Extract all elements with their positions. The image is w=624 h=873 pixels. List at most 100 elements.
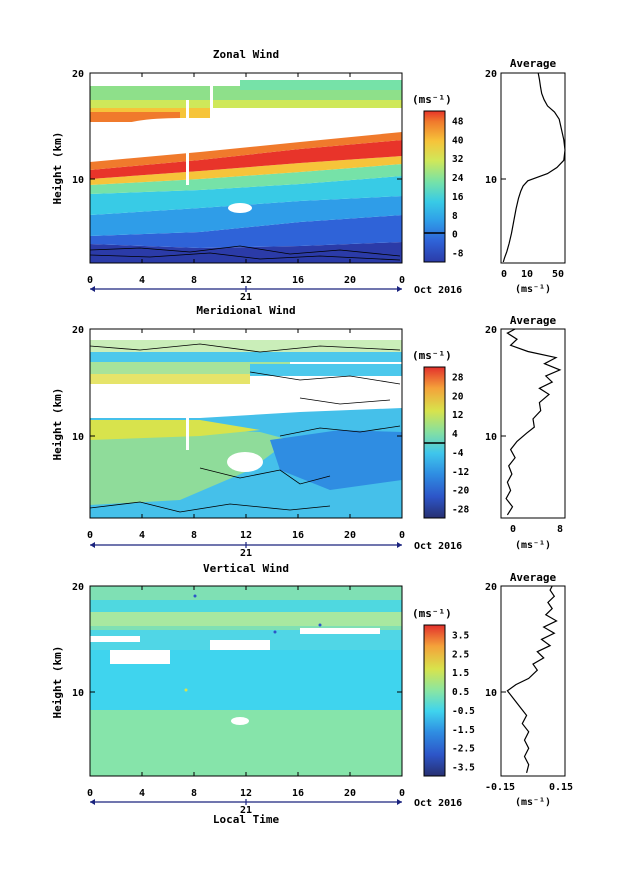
colorbar-tick-label: -0.5	[452, 706, 475, 717]
meridional-profile-ytick-10: 10	[485, 432, 497, 443]
local-time-xlabel: Local Time	[213, 813, 280, 826]
colorbar-tick-label: 40	[452, 135, 464, 146]
meridional-xtick-24: 0	[399, 530, 405, 541]
zonal-profile-xtick-50: 50	[552, 269, 564, 280]
meridional-date-label: Oct 2016	[414, 541, 462, 552]
zonal-heatmap	[90, 73, 402, 263]
meridional-ylabel: Height (km)	[51, 388, 64, 461]
colorbar-tick-label: -1.5	[452, 725, 475, 736]
zonal-xtick-0: 0	[87, 275, 93, 286]
colorbar-tick-label: -20	[452, 486, 469, 497]
colorbar-tick-label: 12	[452, 410, 463, 421]
zonal-xtick-8: 8	[191, 275, 197, 286]
meridional-xtick-8: 8	[191, 530, 197, 541]
vertical-xtick-16: 16	[292, 788, 304, 799]
zonal-profile: Average 20 10 0 10 50 (ms⁻¹)	[485, 57, 566, 295]
vertical-ytick-10: 10	[72, 688, 84, 699]
vertical-colorbar-unit: (ms⁻¹)	[412, 607, 452, 620]
zonal-profile-title: Average	[510, 57, 557, 70]
colorbar-tick-label: -12	[452, 467, 469, 478]
vertical-xtick-8: 8	[191, 788, 197, 799]
meridional-xtick-16: 16	[292, 530, 304, 541]
zonal-xtick-4: 4	[139, 275, 145, 286]
zonal-profile-ytick-10: 10	[485, 175, 497, 186]
zonal-colorbar: (ms⁻¹) 48 40 32 24 16 8 0 -8	[412, 93, 464, 263]
meridional-xtick-20: 20	[344, 530, 356, 541]
zonal-xtick-24: 0	[399, 275, 405, 286]
colorbar-tick-label: 2.5	[452, 649, 469, 660]
vertical-ytick-20: 20	[72, 582, 84, 593]
colorbar-tick-label: 16	[452, 192, 464, 203]
vertical-title: Vertical Wind	[203, 562, 289, 575]
zonal-xtick-12: 12	[240, 275, 252, 286]
meridional-colorbar: (ms⁻¹) 28 20 12 4 -4 -12 -20 -28	[412, 349, 469, 519]
colorbar-tick-label: -8	[452, 249, 464, 260]
zonal-colorbar-unit: (ms⁻¹)	[412, 93, 452, 106]
vertical-profile-xtick-neg: -0.15	[485, 782, 515, 793]
meridional-profile-xtick-0: 0	[510, 524, 516, 535]
zonal-wind-panel: Zonal Wind	[51, 48, 566, 303]
meridional-xtick-4: 4	[139, 530, 145, 541]
colorbar-tick-label: -2.5	[452, 744, 475, 755]
vertical-profile-ytick-20: 20	[485, 582, 497, 593]
zonal-profile-xlabel: (ms⁻¹)	[515, 284, 551, 295]
zonal-xtick-16: 16	[292, 275, 304, 286]
vertical-profile: Average 20 10 -0.15 0.15 (ms⁻¹)	[485, 571, 573, 808]
vertical-colorbar: (ms⁻¹) 3.5 2.5 1.5 0.5 -0.5 -1.5 -2.5 -3.5	[412, 607, 475, 777]
vertical-profile-xtick-pos: 0.15	[549, 782, 573, 793]
zonal-day-label: 21	[240, 292, 252, 303]
vertical-day-label: 21	[240, 805, 252, 816]
colorbar-tick-label: 8	[452, 211, 458, 222]
zonal-x-ticks	[89, 72, 403, 263]
colorbar-tick-label: 0	[452, 230, 458, 241]
colorbar-tick-label: 4	[452, 429, 458, 440]
colorbar-tick-label: 32	[452, 154, 463, 165]
meridional-xtick-12: 12	[240, 530, 252, 541]
meridional-date-axis: 21 Oct 2016	[90, 541, 462, 559]
meridional-profile-line	[505, 328, 562, 516]
vertical-wind-panel: Vertical Wind 0 4 8 12 16	[51, 562, 573, 826]
colorbar-tick-label: 24	[452, 173, 464, 184]
meridional-title: Meridional Wind	[196, 304, 295, 317]
vertical-date-label: Oct 2016	[414, 798, 462, 809]
zonal-date-label: Oct 2016	[414, 285, 462, 296]
vertical-xtick-12: 12	[240, 788, 252, 799]
vertical-date-axis: 21 Oct 2016	[90, 798, 462, 816]
colorbar-tick-label: 20	[452, 391, 464, 402]
vertical-x-ticks	[89, 585, 403, 776]
zonal-title: Zonal Wind	[213, 48, 279, 61]
zonal-profile-xtick-0: 0	[501, 269, 507, 280]
vertical-profile-line	[506, 585, 558, 774]
zonal-ytick-20: 20	[72, 69, 84, 80]
meridional-profile-xtick-8: 8	[557, 524, 563, 535]
meridional-xtick-0: 0	[87, 530, 93, 541]
vertical-xtick-0: 0	[87, 788, 93, 799]
meridional-ytick-10: 10	[72, 432, 84, 443]
meridional-day-label: 21	[240, 548, 252, 559]
vertical-profile-ytick-10: 10	[485, 688, 497, 699]
colorbar-tick-label: -3.5	[452, 763, 475, 774]
zonal-profile-xtick-10: 10	[521, 269, 533, 280]
vertical-heatmap	[90, 586, 402, 776]
meridional-x-ticks	[89, 328, 403, 518]
zonal-ytick-10: 10	[72, 175, 84, 186]
vertical-ylabel: Height (km)	[51, 646, 64, 719]
vertical-xtick-20: 20	[344, 788, 356, 799]
meridional-wind-panel: Meridional Wind	[51, 304, 566, 559]
zonal-ylabel: Height (km)	[51, 132, 64, 205]
meridional-colorbar-unit: (ms⁻¹)	[412, 349, 452, 362]
colorbar-tick-label: 3.5	[452, 630, 469, 641]
meridional-ytick-20: 20	[72, 325, 84, 336]
zonal-profile-ytick-20: 20	[485, 69, 497, 80]
colorbar-tick-label: -28	[452, 505, 469, 516]
zonal-profile-line	[502, 72, 566, 263]
colorbar-tick-label: 1.5	[452, 668, 469, 679]
colorbar-tick-label: 0.5	[452, 687, 469, 698]
zonal-xtick-20: 20	[344, 275, 356, 286]
colorbar-tick-label: 28	[452, 372, 464, 383]
meridional-profile-ytick-20: 20	[485, 325, 497, 336]
meridional-profile-title: Average	[510, 314, 557, 327]
vertical-xtick-4: 4	[139, 788, 145, 799]
meridional-profile-xlabel: (ms⁻¹)	[515, 540, 551, 551]
